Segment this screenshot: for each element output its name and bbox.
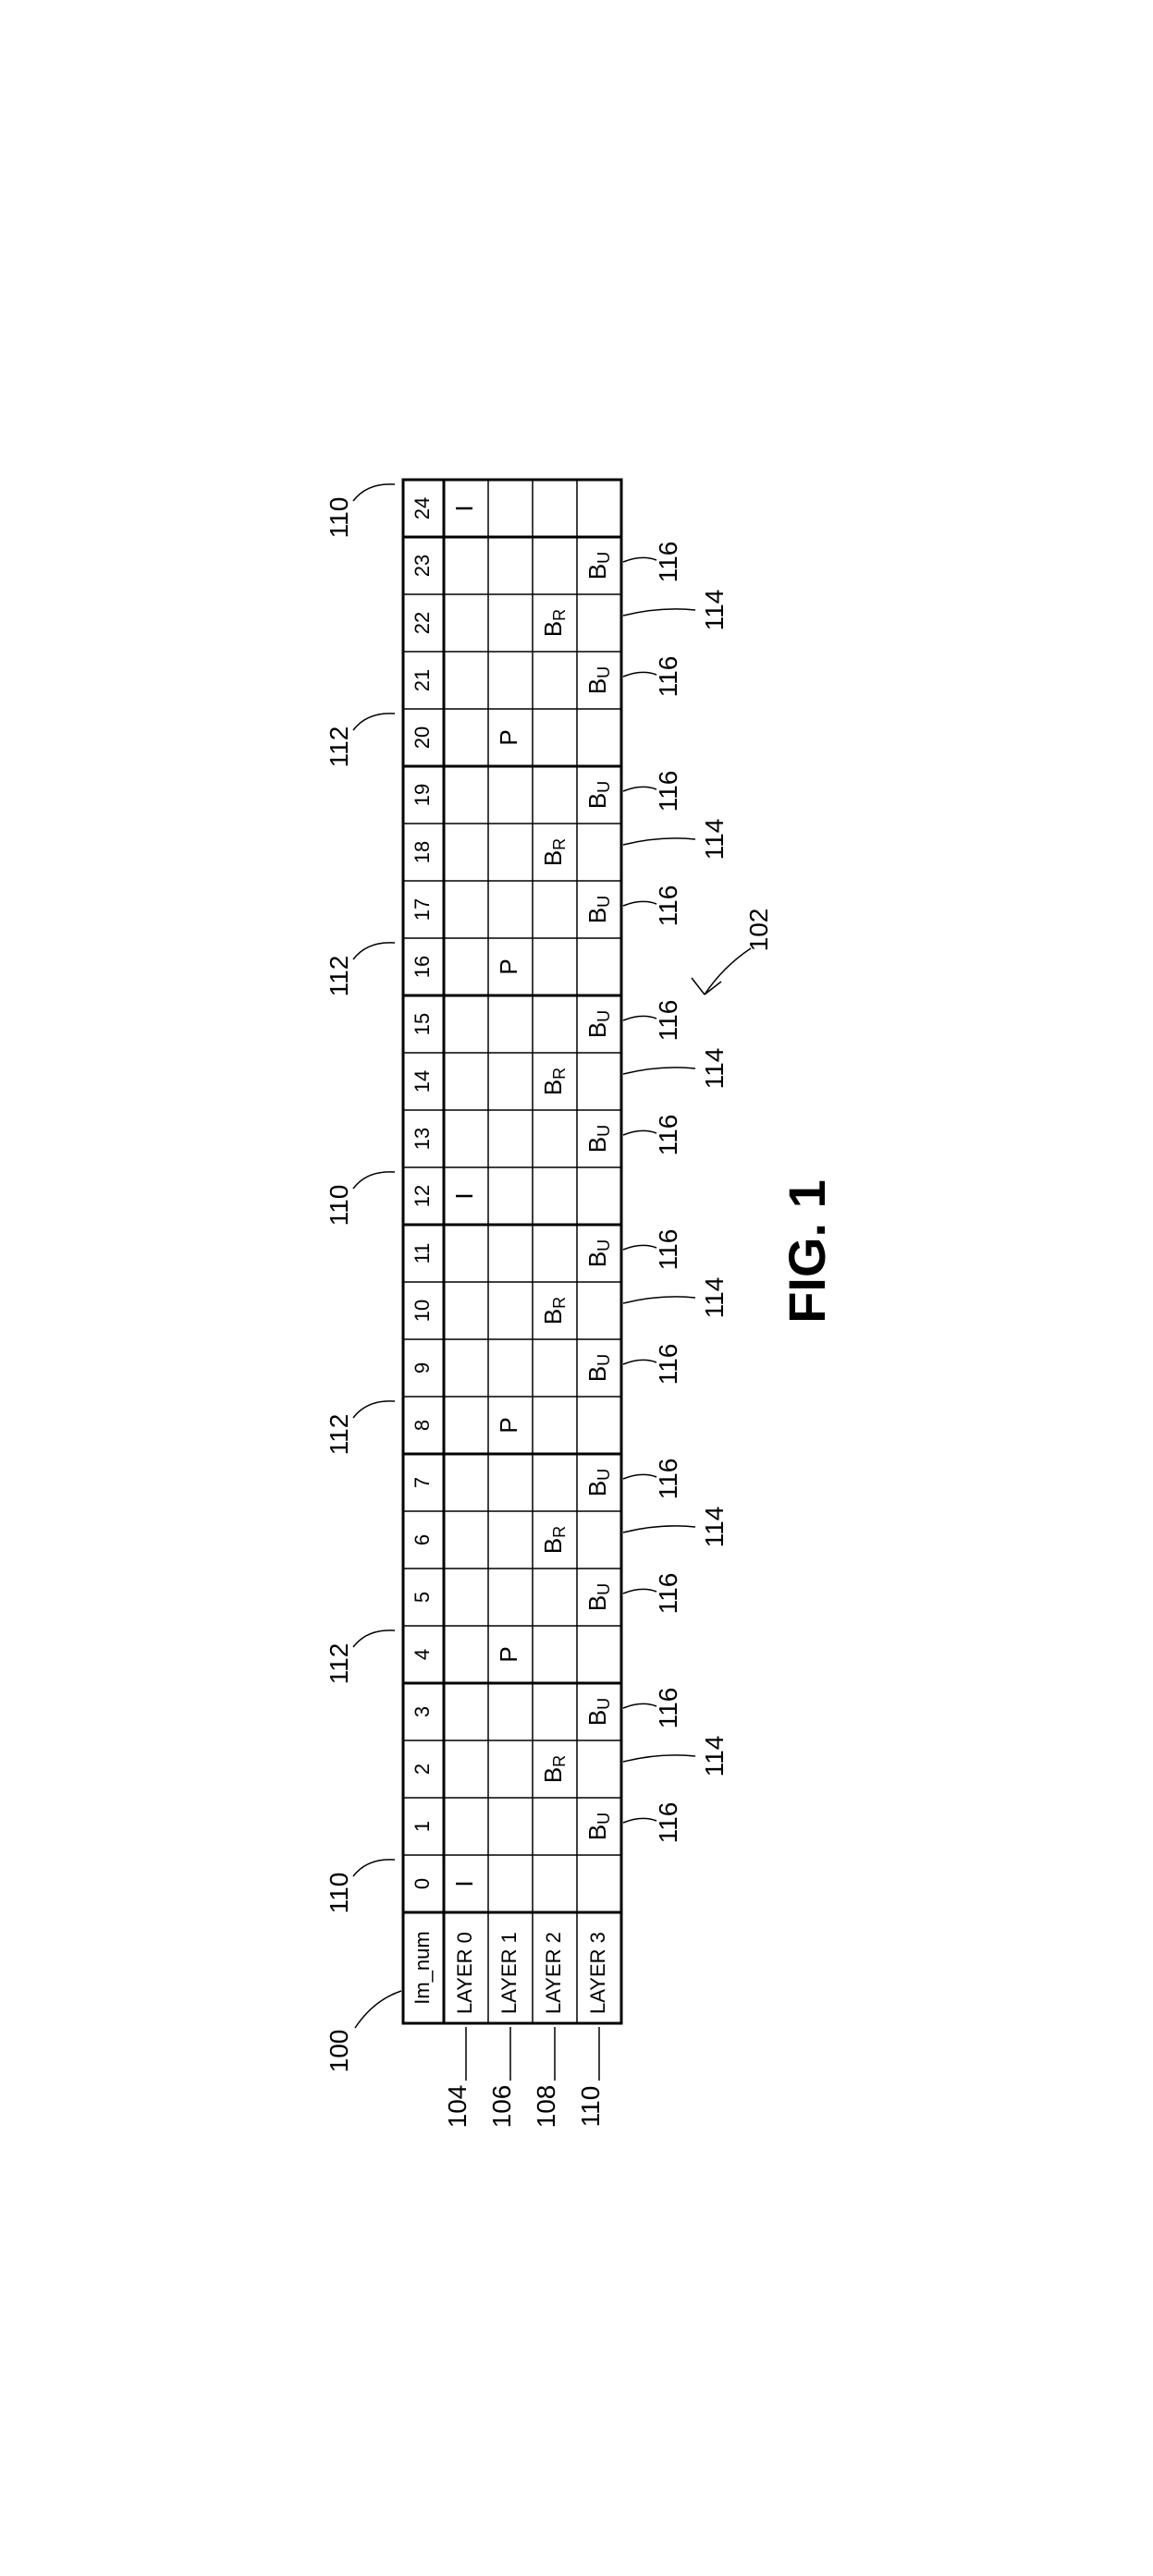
- cell-value: P: [494, 1417, 521, 1433]
- col-num: 15: [410, 1012, 433, 1034]
- cell-value: BU: [583, 1697, 612, 1725]
- annotation-top: 112: [325, 1413, 353, 1455]
- col-num: 11: [410, 1242, 433, 1264]
- cell-value: BR: [538, 1296, 568, 1324]
- annotation-top: 110: [325, 1184, 353, 1226]
- annotation-bottom: 116: [654, 1114, 682, 1155]
- header-label: Im_num: [410, 1931, 433, 2004]
- col-num: 22: [410, 611, 433, 633]
- annotation-top: 112: [325, 1642, 353, 1684]
- col-num: 9: [410, 1361, 433, 1373]
- col-num: 14: [410, 1069, 433, 1092]
- cell-value: BU: [583, 1009, 612, 1037]
- cell-value: BU: [583, 1812, 612, 1839]
- annotation-top: 110: [325, 496, 353, 538]
- col-num: 17: [410, 897, 433, 920]
- annotation-bottom: 116: [654, 770, 682, 812]
- col-num: 23: [410, 554, 433, 576]
- annotation-bottom: 116: [654, 1572, 682, 1614]
- cell-value: BU: [583, 665, 612, 693]
- row-label: LAYER 2: [541, 1932, 564, 2014]
- annotation-bottom: 116: [654, 1687, 682, 1728]
- annotation-row: 108: [532, 2084, 560, 2128]
- col-num: 20: [410, 726, 433, 748]
- cell-value: BR: [538, 608, 568, 636]
- col-num: 2: [410, 1763, 433, 1774]
- annotation-102: 102: [744, 908, 773, 951]
- cell-value: BU: [583, 1239, 612, 1266]
- col-num: 1: [410, 1820, 433, 1831]
- col-num: 19: [410, 783, 433, 805]
- cell-value: BR: [538, 837, 568, 865]
- annotation-bottom: 116: [654, 1343, 682, 1385]
- col-num: 4: [410, 1648, 433, 1659]
- annotation-bottom: 114: [700, 1506, 729, 1547]
- annotation-bottom: 114: [700, 589, 729, 630]
- annotation-top: 112: [325, 955, 353, 996]
- cell-value: BU: [583, 780, 612, 808]
- cell-value: BR: [538, 1754, 568, 1782]
- annotation-bottom: 116: [654, 1801, 682, 1843]
- col-num: 10: [410, 1299, 433, 1321]
- annotation-bottom: 116: [654, 999, 682, 1041]
- annotation-top: 110: [325, 1872, 353, 1913]
- cell-value: BU: [583, 895, 612, 922]
- row-label: LAYER 0: [452, 1932, 475, 2014]
- col-num: 3: [410, 1705, 433, 1716]
- cell-value: I: [449, 505, 477, 511]
- figure-svg: Im_num0123456789101112131415161718192021…: [311, 443, 843, 2134]
- figure-label: FIG. 1: [778, 1179, 836, 1324]
- row-label: LAYER 3: [585, 1932, 608, 2014]
- col-num: 5: [410, 1591, 433, 1602]
- annotation-bottom: 116: [654, 655, 682, 697]
- cell-value: BU: [583, 1582, 612, 1610]
- annotation-bottom: 116: [654, 541, 682, 582]
- annotation-row: 104: [443, 2084, 472, 2128]
- row-label: LAYER 1: [497, 1932, 520, 2014]
- annotation-bottom: 114: [700, 818, 729, 860]
- cell-value: I: [449, 1192, 477, 1199]
- cell-value: BU: [583, 1468, 612, 1496]
- cell-value: BR: [538, 1067, 568, 1094]
- annotation-top: 112: [325, 726, 353, 767]
- annotation-bottom: 114: [700, 1735, 729, 1776]
- annotation-row: 110: [576, 2085, 605, 2127]
- cell-value: BU: [583, 551, 612, 579]
- cell-value: I: [449, 1880, 477, 1886]
- annotation-bottom: 114: [700, 1276, 729, 1318]
- col-num: 0: [410, 1877, 433, 1888]
- annotation-100: 100: [325, 2029, 353, 2072]
- col-num: 12: [410, 1184, 433, 1206]
- col-num: 24: [410, 496, 433, 519]
- col-num: 8: [410, 1419, 433, 1430]
- annotation-bottom: 114: [700, 1047, 729, 1089]
- cell-value: P: [494, 958, 521, 974]
- annotation-bottom: 116: [654, 885, 682, 926]
- cell-value: BU: [583, 1353, 612, 1381]
- col-num: 7: [410, 1476, 433, 1487]
- col-num: 21: [410, 668, 433, 690]
- cell-value: P: [494, 729, 521, 745]
- annotation-bottom: 116: [654, 1458, 682, 1499]
- col-num: 18: [410, 840, 433, 862]
- col-num: 6: [410, 1533, 433, 1544]
- cell-value: BR: [538, 1525, 568, 1553]
- annotation-row: 106: [487, 2084, 516, 2128]
- col-num: 16: [410, 955, 433, 977]
- cell-value: P: [494, 1646, 521, 1662]
- cell-value: BU: [583, 1124, 612, 1152]
- annotation-bottom: 116: [654, 1228, 682, 1270]
- col-num: 13: [410, 1127, 433, 1149]
